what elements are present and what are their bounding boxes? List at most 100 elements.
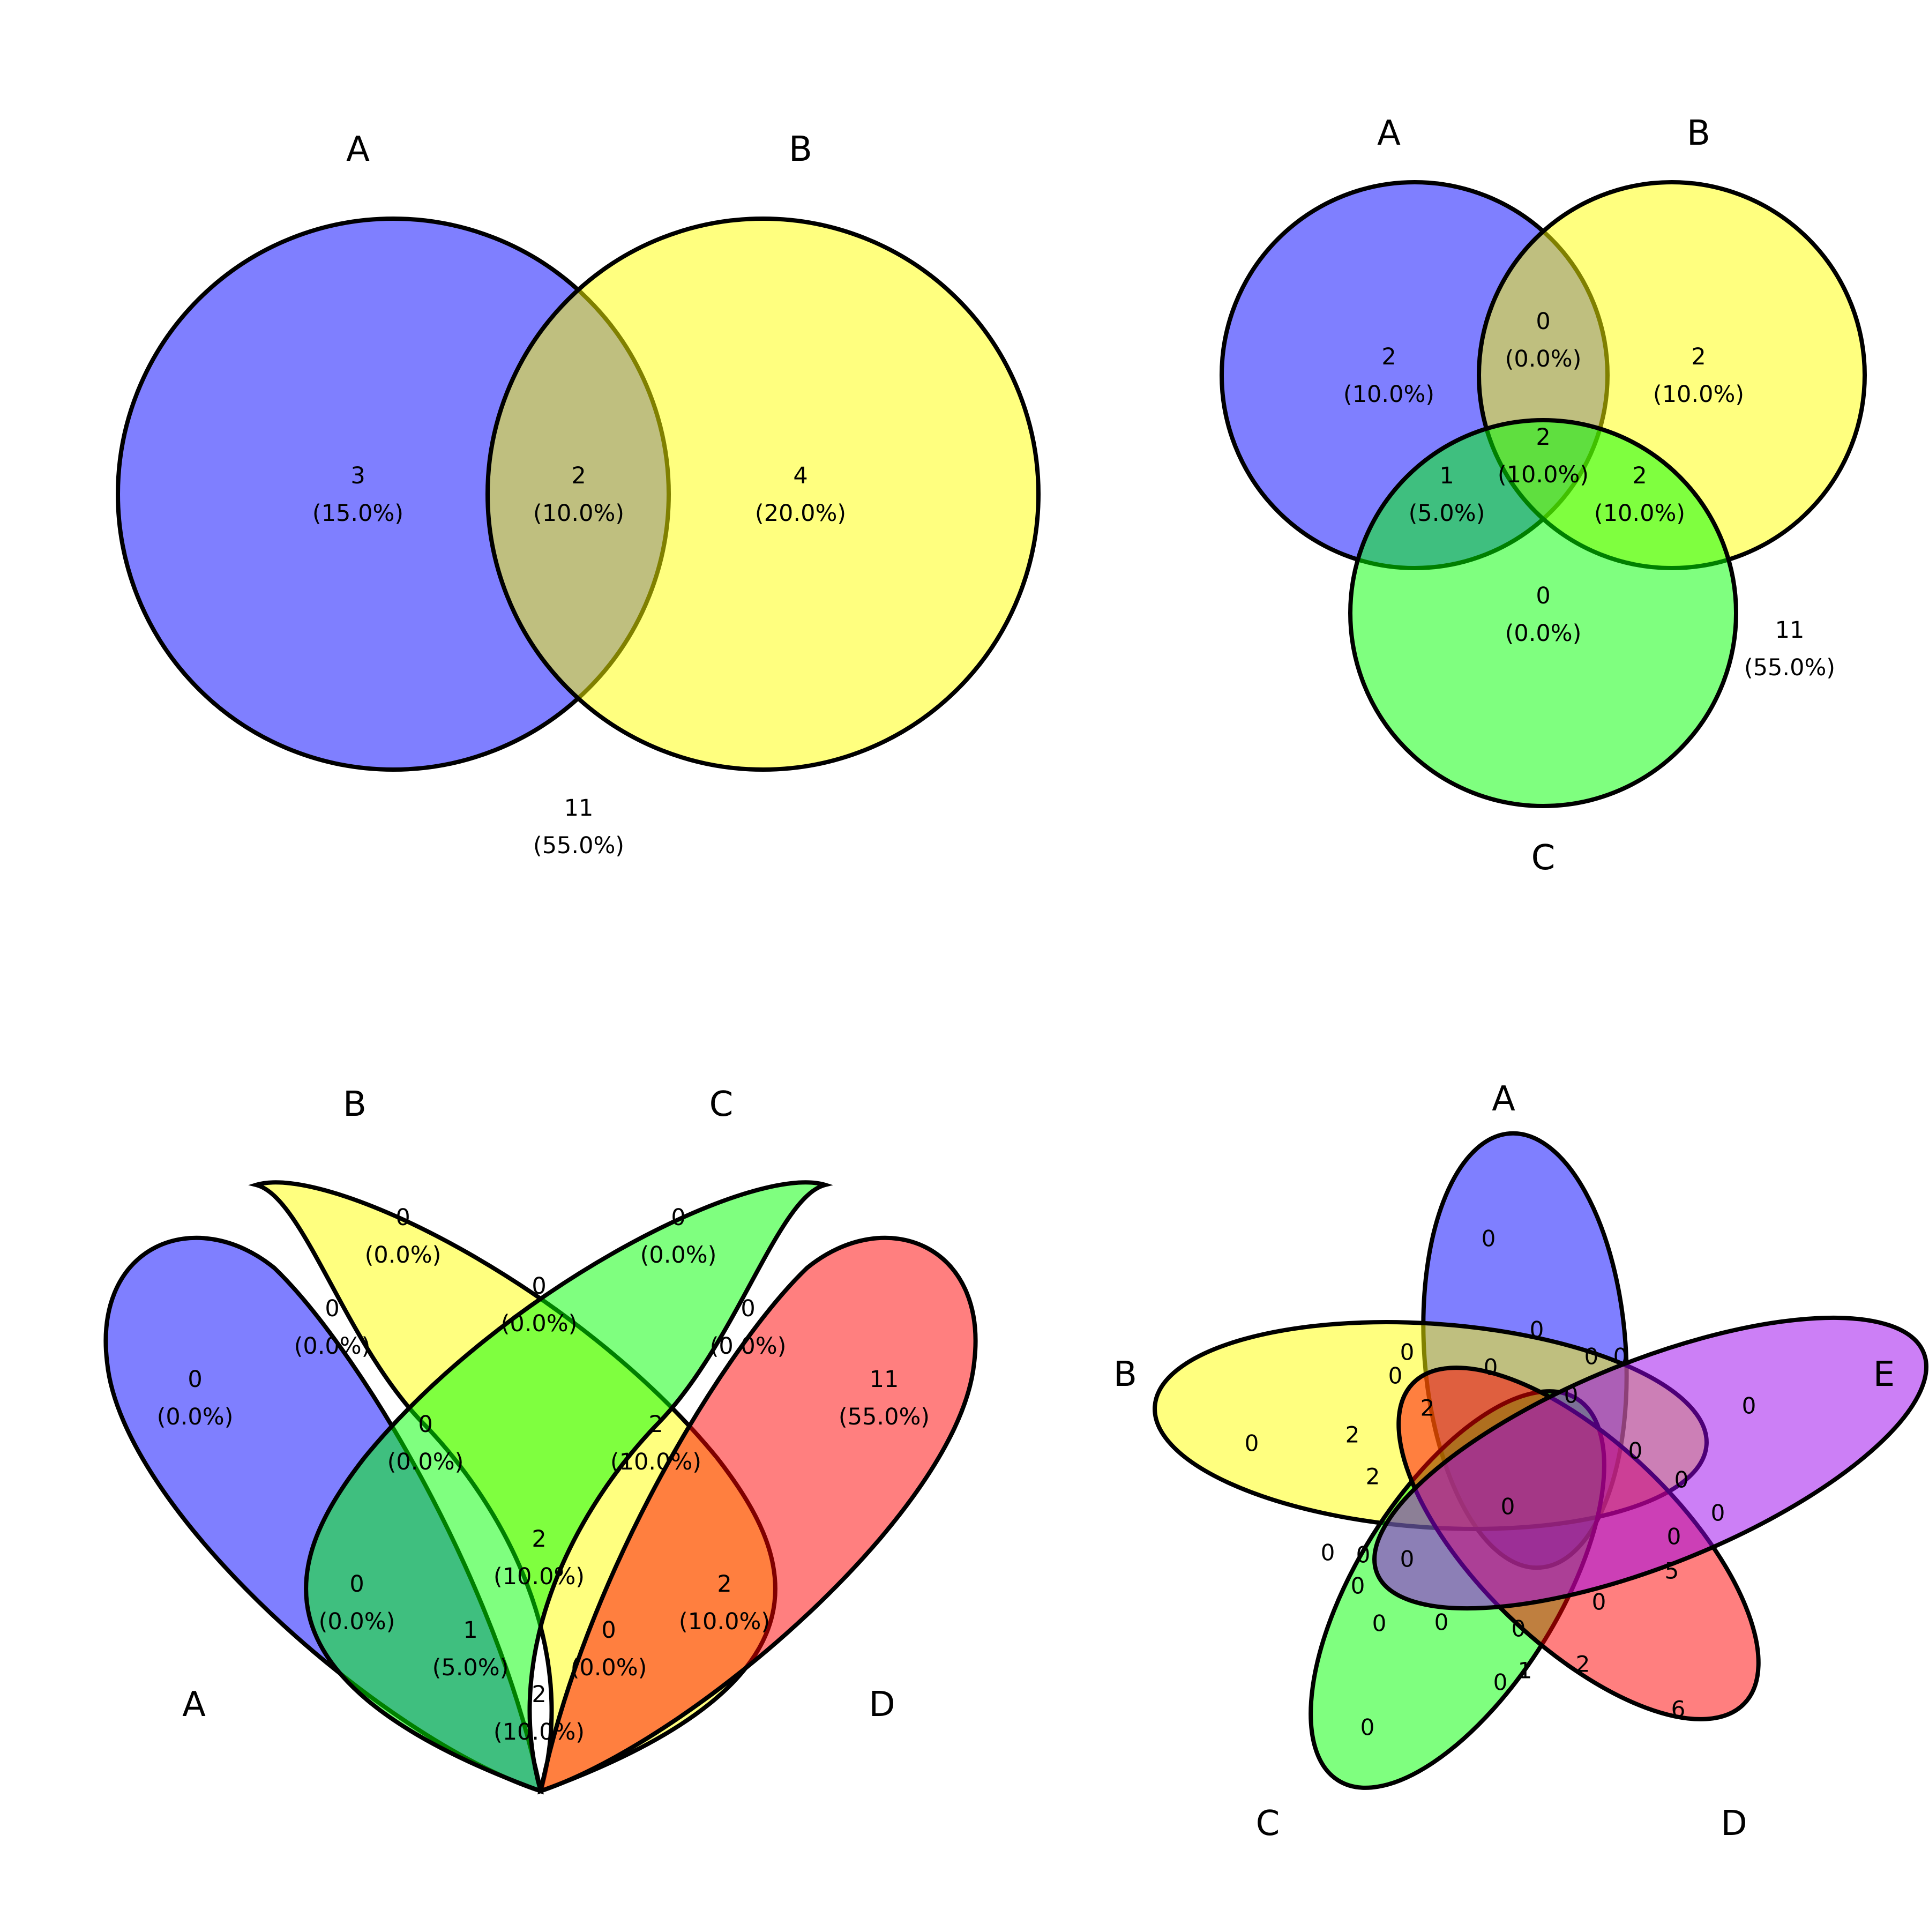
venn5-region-count: 0 — [1493, 1669, 1508, 1696]
venn5-label-a: A — [1492, 1079, 1515, 1119]
venn2-b-count: 4 — [793, 463, 808, 489]
venn4-b-count: 0 — [395, 1204, 410, 1231]
venn5-region-count: 0 — [1400, 1339, 1415, 1366]
venn5-region-count: 6 — [1671, 1696, 1686, 1722]
venn4-none-percent: (55.0%) — [839, 1404, 930, 1430]
venn4-cd-percent: (0.0%) — [710, 1333, 787, 1360]
venn4-bcd-percent: (10.0%) — [610, 1449, 701, 1475]
venn5-region-count: 0 — [1400, 1546, 1415, 1572]
venn5-region-count: 0 — [1512, 1616, 1526, 1642]
venn4-label-a: A — [182, 1685, 206, 1725]
venn2-ab-percent: (10.0%) — [533, 500, 624, 527]
venn5-region-count: 2 — [1576, 1651, 1590, 1677]
venn5-region-count: 5 — [1665, 1558, 1679, 1584]
venn2-b-percent: (20.0%) — [755, 500, 846, 527]
venn4-ac-count: 0 — [349, 1571, 364, 1598]
venn5-region-count: 0 — [1530, 1317, 1544, 1343]
venn4-abc-percent: (0.0%) — [387, 1449, 464, 1475]
venn5-region-count: 0 — [1356, 1542, 1371, 1568]
venn2-ab-count: 2 — [571, 463, 586, 489]
venn5-region-count: 0 — [1711, 1500, 1725, 1526]
venn4-abd-percent: (0.0%) — [571, 1654, 647, 1681]
venn3-label-c: C — [1531, 838, 1556, 878]
venn4-abc-count: 0 — [418, 1411, 432, 1438]
venn4-label-b: B — [343, 1085, 367, 1124]
venn3-ab-percent: (0.0%) — [1505, 346, 1582, 372]
venn3-ab-count: 0 — [1536, 308, 1550, 335]
venn2-label-b: B — [789, 130, 812, 169]
venn3-abc-percent: (10.0%) — [1498, 461, 1589, 488]
venn-5-sets — [1153, 1131, 1928, 1790]
venn5-region-count: 0 — [1628, 1438, 1643, 1464]
venn5-label-b: B — [1113, 1355, 1137, 1394]
venn4-a-percent: (0.0%) — [157, 1404, 234, 1430]
venn2-outside-count: 11 — [564, 795, 594, 822]
venn-4-sets — [103, 1180, 978, 1795]
venn2-set-b-circle — [485, 217, 1041, 772]
venn5-region-count: 0 — [1564, 1382, 1579, 1408]
venn5-region-count: 2 — [1366, 1464, 1380, 1490]
venn4-acd-count: 1 — [463, 1617, 477, 1644]
venn5-region-count: 0 — [1482, 1226, 1496, 1252]
venn4-bc-count: 0 — [532, 1273, 546, 1300]
venn4-ab-count: 0 — [325, 1295, 339, 1322]
venn2-outside-percent: (55.0%) — [533, 832, 624, 859]
venn2-label-a: A — [346, 130, 370, 169]
venn4-labels: A B C D 0 (0.0%) 0 (0.0%) 0 (0.0%) 0 (0.0%) 0 (0.0%) 0… — [157, 1085, 930, 1745]
venn3-outside-percent: (55.0%) — [1744, 654, 1835, 681]
venn5-region-count: 0 — [1584, 1344, 1599, 1370]
venn4-abd-count: 0 — [601, 1617, 616, 1644]
venn5-region-count: 0 — [1742, 1393, 1756, 1419]
venn4-abcd-percent: (10.0%) — [494, 1563, 585, 1590]
venn5-region-count: 0 — [1321, 1540, 1335, 1566]
venn4-label-c: C — [709, 1085, 734, 1124]
venn5-region-count: 0 — [1501, 1494, 1515, 1520]
venn3-b-percent: (10.0%) — [1653, 381, 1744, 408]
venn4-c-percent: (0.0%) — [640, 1242, 717, 1269]
venn4-label-d: D — [869, 1685, 895, 1725]
venn4-b-percent: (0.0%) — [365, 1242, 442, 1269]
venn5-region-count: 0 — [1351, 1573, 1365, 1599]
venn5-region-count: 0 — [1592, 1589, 1606, 1615]
venn4-cd-count: 0 — [741, 1295, 755, 1322]
venn3-ac-count: 1 — [1439, 463, 1454, 489]
venn4-a-count: 0 — [188, 1366, 202, 1393]
venn3-bc-count: 2 — [1632, 463, 1647, 489]
venn2-a-percent: (15.0%) — [312, 500, 403, 527]
venn4-set-d-ellipse — [537, 1235, 978, 1795]
venn5-region-count: 0 — [1434, 1609, 1449, 1636]
venn5-region-count: 0 — [1484, 1354, 1498, 1381]
venn4-abcd-count: 2 — [532, 1526, 546, 1553]
venn4-bd-count: 2 — [717, 1571, 731, 1598]
venn3-abc-count: 2 — [1536, 424, 1550, 451]
venn3-b-count: 2 — [1691, 344, 1706, 370]
venn5-region-count: 0 — [1613, 1344, 1628, 1370]
venn4-ad-count: 2 — [532, 1681, 546, 1708]
venn5-region-count: 0 — [1388, 1363, 1403, 1389]
venn3-bc-percent: (10.0%) — [1594, 500, 1685, 527]
venn4-bd-percent: (10.0%) — [679, 1608, 770, 1635]
venn4-ab-percent: (0.0%) — [294, 1333, 371, 1360]
venn5-label-c: C — [1256, 1804, 1280, 1844]
venn5-region-count: 0 — [1372, 1610, 1387, 1637]
venn4-c-count: 0 — [671, 1204, 685, 1231]
venn4-ac-percent: (0.0%) — [319, 1608, 395, 1635]
venn3-label-b: B — [1687, 114, 1710, 153]
venn-3-sets: A B C 2 (10.0%) 0 (0.0%) 2 (10.0%) 2 (10… — [1220, 114, 1867, 878]
venn2-a-count: 3 — [350, 463, 365, 489]
venn4-none-count: 11 — [870, 1366, 899, 1393]
venn3-c-percent: (0.0%) — [1505, 620, 1582, 647]
venn5-region-count: 0 — [1245, 1430, 1259, 1457]
venn4-ad-percent: (10.0%) — [494, 1719, 585, 1745]
venn5-label-d: D — [1721, 1804, 1747, 1844]
venn3-outside-count: 11 — [1775, 617, 1805, 644]
venn5-set-e-ellipse — [1372, 1315, 1928, 1611]
venn3-label-a: A — [1377, 114, 1401, 153]
venn3-a-percent: (10.0%) — [1343, 381, 1434, 408]
venn5-label-e: E — [1873, 1355, 1895, 1394]
venn5-region-count: 0 — [1360, 1714, 1375, 1741]
venn3-ac-percent: (5.0%) — [1409, 500, 1485, 527]
venn3-a-count: 2 — [1381, 344, 1396, 370]
